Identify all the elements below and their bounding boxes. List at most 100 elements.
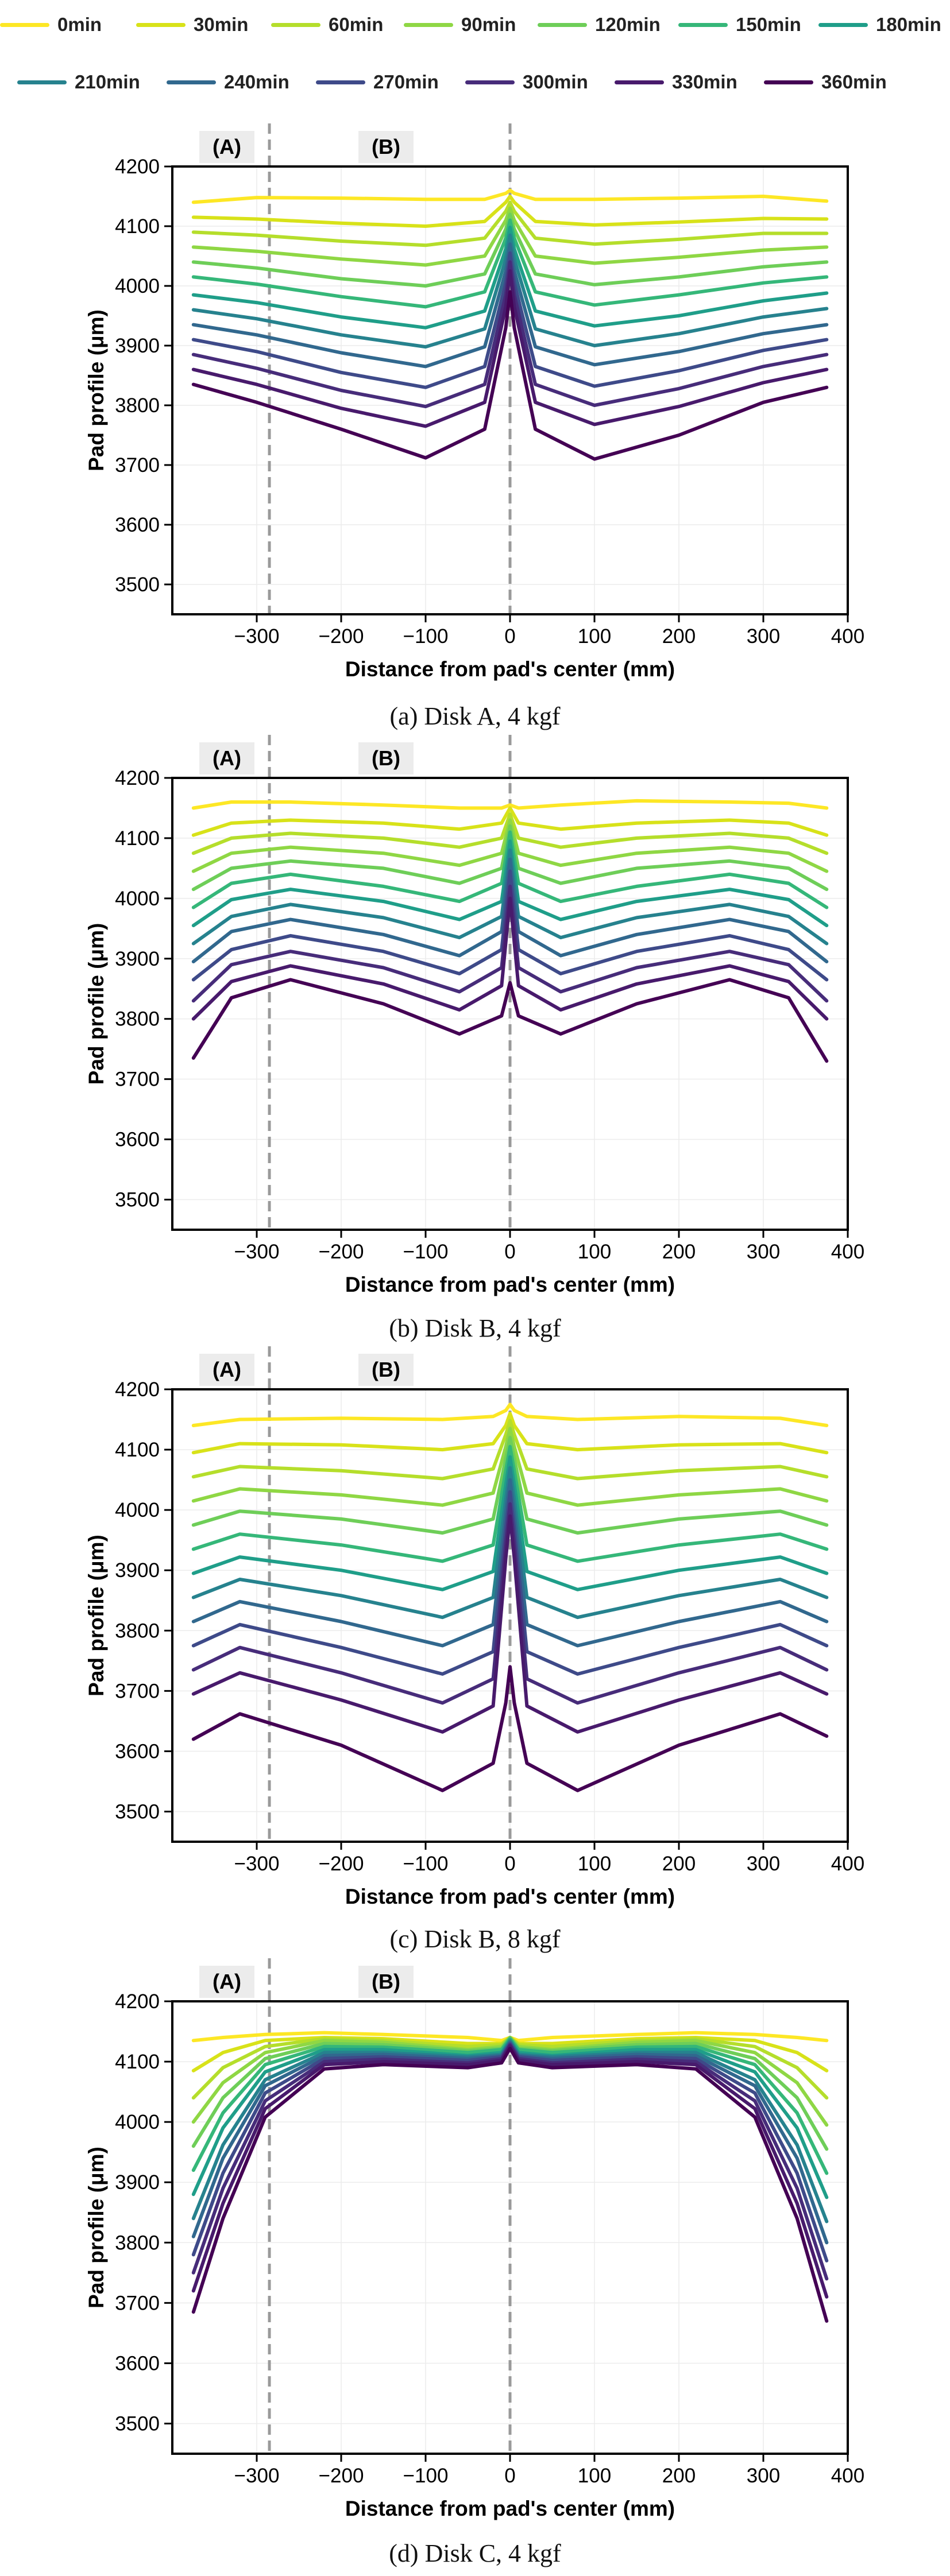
series-line bbox=[191, 839, 829, 928]
x-tick-label: −200 bbox=[319, 1853, 364, 1875]
y-tick-label: 3500 bbox=[115, 2412, 160, 2435]
series-line bbox=[191, 1478, 829, 1648]
x-tick-label: −100 bbox=[403, 625, 449, 648]
x-tick-label: 100 bbox=[578, 625, 611, 648]
series-line bbox=[191, 1490, 829, 1676]
series-line bbox=[191, 1502, 829, 1705]
series-line bbox=[191, 212, 829, 288]
legend-swatch bbox=[17, 80, 67, 84]
series-line bbox=[191, 1514, 829, 1734]
y-tick-label: 3900 bbox=[115, 2171, 160, 2194]
y-axis-label: Pad profile (μm) bbox=[84, 1535, 108, 1696]
y-tick-label: 3700 bbox=[115, 454, 160, 477]
y-tick-label: 3900 bbox=[115, 335, 160, 357]
region-label: (A) bbox=[213, 746, 241, 770]
series-line bbox=[191, 818, 829, 873]
legend-label: 360min bbox=[821, 71, 887, 92]
y-tick-label: 4100 bbox=[115, 1439, 160, 1461]
y-tick-label: 3800 bbox=[115, 394, 160, 417]
x-tick-label: −300 bbox=[234, 625, 280, 648]
region-label: (A) bbox=[213, 1358, 241, 1381]
legend-label: 0min bbox=[57, 14, 102, 35]
y-tick-label: 4000 bbox=[115, 888, 160, 910]
x-tick-label: 400 bbox=[831, 625, 864, 648]
x-tick-label: 200 bbox=[662, 1853, 696, 1875]
y-axis-label: Pad profile (μm) bbox=[84, 923, 108, 1085]
series-line bbox=[191, 1455, 829, 1591]
y-tick-label: 4200 bbox=[115, 156, 160, 178]
region-label-box bbox=[199, 1966, 254, 1998]
x-tick-label: 400 bbox=[831, 1241, 864, 1263]
y-axis-label: Pad profile (μm) bbox=[84, 309, 108, 471]
legend-swatch bbox=[271, 23, 320, 27]
region-label-box bbox=[358, 131, 414, 163]
legend-swatch bbox=[615, 80, 664, 84]
series-line bbox=[191, 978, 829, 1063]
region-label-box bbox=[199, 1354, 254, 1386]
y-tick-label: 3800 bbox=[115, 1008, 160, 1031]
series-line bbox=[191, 269, 829, 428]
legend-swatch bbox=[316, 80, 365, 84]
legend-label: 330min bbox=[672, 71, 737, 92]
region-label-box bbox=[199, 742, 254, 774]
x-tick-label: 200 bbox=[662, 625, 696, 648]
series-line bbox=[191, 1403, 829, 1427]
series-line bbox=[191, 251, 829, 389]
x-tick-label: −100 bbox=[403, 1853, 449, 1875]
legend-label: 270min bbox=[373, 71, 439, 92]
x-tick-label: −300 bbox=[234, 1241, 280, 1263]
series-line bbox=[191, 1466, 829, 1620]
x-tick-label: 300 bbox=[747, 2465, 780, 2487]
series-line bbox=[191, 200, 829, 247]
legend-label: 30min bbox=[194, 14, 249, 35]
series-line bbox=[191, 226, 829, 330]
series-line bbox=[191, 896, 829, 1021]
region-label-box bbox=[358, 1966, 414, 1998]
y-tick-label: 4200 bbox=[115, 767, 160, 789]
y-tick-label: 4200 bbox=[115, 1378, 160, 1401]
panel-caption: (d) Disk C, 4 kgf bbox=[389, 2539, 561, 2567]
series-line bbox=[191, 2047, 829, 2323]
y-tick-label: 3900 bbox=[115, 948, 160, 970]
series-line bbox=[191, 1436, 829, 1535]
series-line bbox=[191, 206, 829, 267]
legend-swatch bbox=[818, 23, 868, 27]
series-line bbox=[191, 857, 829, 963]
x-tick-label: 100 bbox=[578, 1853, 611, 1875]
x-tick-label: 400 bbox=[831, 1853, 864, 1875]
x-axis-label: Distance from pad's center (mm) bbox=[345, 1885, 675, 1908]
y-tick-label: 4200 bbox=[115, 1990, 160, 2013]
series-line bbox=[191, 1412, 829, 1455]
x-axis-label: Distance from pad's center (mm) bbox=[345, 1273, 675, 1296]
y-tick-label: 3800 bbox=[115, 2232, 160, 2254]
region-label: (B) bbox=[372, 1970, 400, 1993]
series-line bbox=[191, 290, 829, 461]
legend-swatch bbox=[404, 23, 453, 27]
legend-swatch bbox=[678, 23, 728, 27]
series-line bbox=[191, 1665, 829, 1792]
y-tick-label: 3500 bbox=[115, 1189, 160, 1211]
series-line bbox=[191, 1427, 829, 1507]
legend-label: 300min bbox=[523, 71, 588, 92]
region-label: (B) bbox=[372, 746, 400, 770]
series-line bbox=[191, 830, 829, 909]
x-axis-label: Distance from pad's center (mm) bbox=[345, 2497, 675, 2520]
x-tick-label: 300 bbox=[747, 1241, 780, 1263]
series-line bbox=[191, 869, 829, 982]
series-line bbox=[191, 1419, 829, 1481]
series-line bbox=[191, 806, 829, 837]
series-line bbox=[191, 218, 829, 309]
region-label-box bbox=[358, 742, 414, 774]
x-tick-label: −200 bbox=[319, 1241, 364, 1263]
legend-label: 120min bbox=[595, 14, 661, 35]
region-label-box bbox=[358, 1354, 414, 1386]
y-tick-label: 3500 bbox=[115, 574, 160, 596]
legend-label: 180min bbox=[876, 14, 941, 35]
legend-swatch bbox=[538, 23, 587, 27]
legend-swatch bbox=[0, 23, 49, 27]
panel-caption: (b) Disk B, 4 kgf bbox=[389, 1314, 561, 1342]
x-tick-label: −100 bbox=[403, 1241, 449, 1263]
x-tick-label: −300 bbox=[234, 2465, 280, 2487]
series-line bbox=[191, 812, 829, 855]
